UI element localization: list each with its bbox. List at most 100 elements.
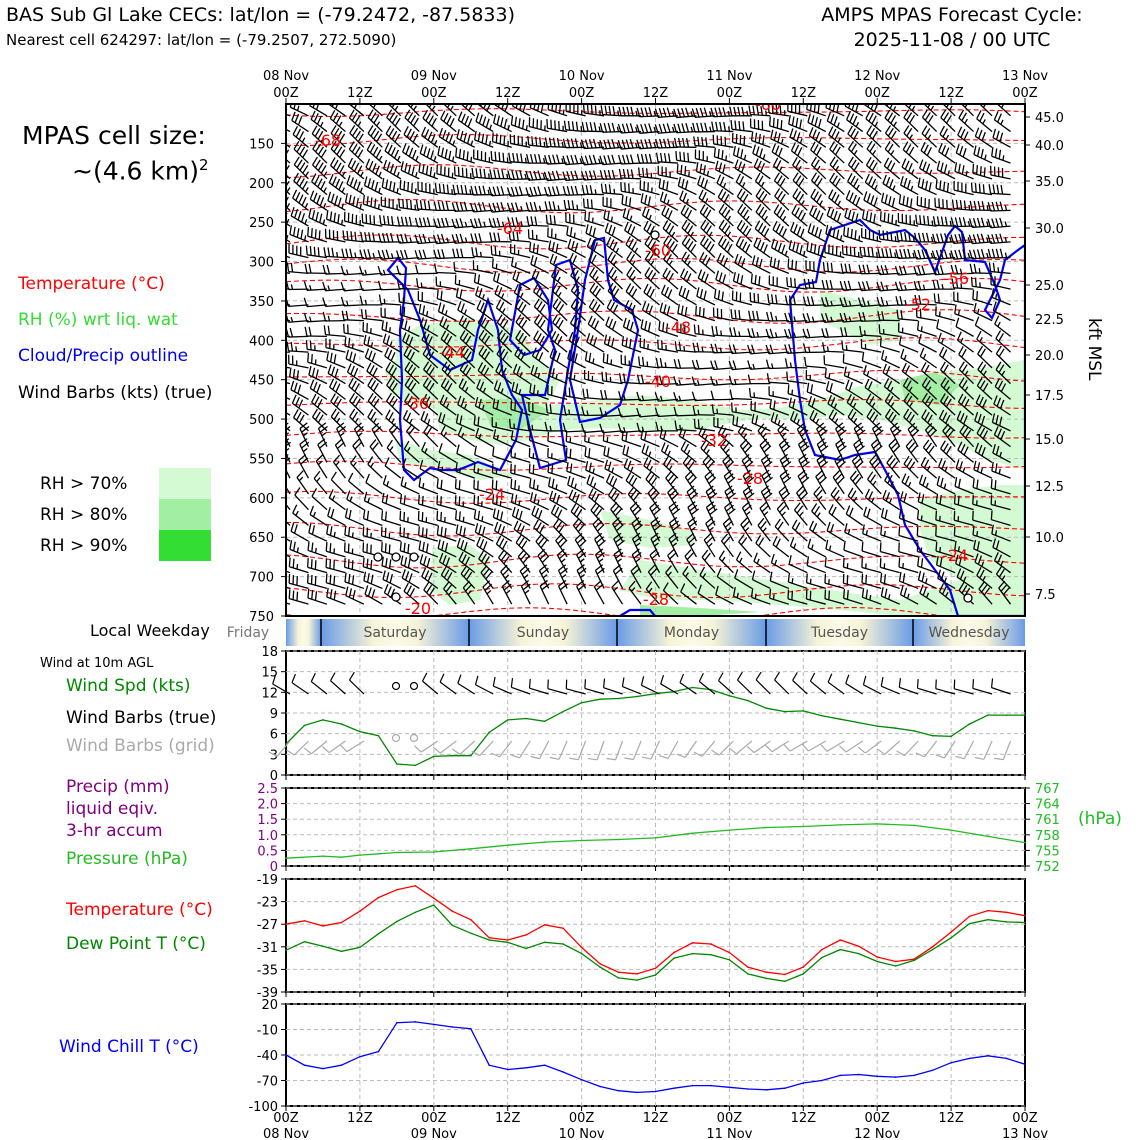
wind-barb xyxy=(866,132,882,148)
wind-barb xyxy=(636,124,641,134)
wind-barb xyxy=(705,449,710,455)
wind-barb xyxy=(568,252,574,262)
wind-barb xyxy=(407,164,412,174)
wind-barb xyxy=(296,159,303,168)
wind-barb xyxy=(452,140,456,146)
wind-barb xyxy=(731,382,752,386)
wind-barb xyxy=(394,133,401,143)
wind-barb xyxy=(704,434,709,440)
wind-barb xyxy=(751,255,756,265)
wind-barb xyxy=(954,264,959,275)
wind-barb xyxy=(425,380,432,389)
wind-barb xyxy=(320,165,327,174)
wind-barb xyxy=(916,223,937,227)
wind-barb xyxy=(625,472,632,481)
wind-barb xyxy=(621,177,642,180)
wind-barb xyxy=(493,380,498,390)
wind-barb xyxy=(901,473,907,483)
wind-barb xyxy=(386,400,402,416)
wind-barb xyxy=(850,143,857,153)
wind-barb xyxy=(625,446,630,456)
wind-barb xyxy=(315,454,324,462)
wind-barb xyxy=(908,146,915,156)
wind-barb xyxy=(953,256,974,260)
wind-barb xyxy=(884,109,891,119)
wind-barb xyxy=(650,568,658,576)
wind-barb xyxy=(939,547,942,553)
wind-barb xyxy=(405,571,410,581)
wind-barb xyxy=(602,205,623,211)
wind-barb xyxy=(880,507,885,518)
wind-barb xyxy=(643,283,649,293)
wind-barb xyxy=(968,218,973,228)
wind-barb xyxy=(296,105,300,111)
wind-barb xyxy=(424,129,430,139)
wind-barb xyxy=(788,248,808,259)
wind-barb xyxy=(669,516,678,524)
wind-barb xyxy=(690,231,694,237)
wind-barb xyxy=(725,448,730,454)
wind-barb xyxy=(441,414,446,424)
wind-barb xyxy=(935,224,956,227)
wind-barb xyxy=(797,475,808,495)
wind-barb xyxy=(788,123,808,133)
wind-barb xyxy=(297,211,302,221)
wind-barb xyxy=(806,378,826,385)
wind-barb xyxy=(990,192,1011,196)
wind-barb xyxy=(317,247,320,257)
wind-barb xyxy=(769,407,790,416)
wind-barb xyxy=(865,156,872,166)
wind-barb xyxy=(408,147,414,157)
wind-barb xyxy=(973,311,993,322)
wind-barb xyxy=(916,256,937,260)
wind-barb xyxy=(725,155,728,161)
wind-barb xyxy=(565,208,586,211)
wind-barb xyxy=(400,161,404,171)
wind-barb xyxy=(399,272,420,276)
wind-barb xyxy=(396,279,400,289)
wind-barb xyxy=(463,403,467,410)
wind-barb xyxy=(700,122,704,132)
wind-barb xyxy=(473,462,476,473)
wind-barb xyxy=(642,309,660,322)
wind-barb xyxy=(791,259,794,269)
wind-barb xyxy=(629,253,636,263)
wind-barb xyxy=(658,174,679,180)
wind-barb xyxy=(277,524,280,533)
wind-barb xyxy=(941,145,947,155)
wind-barb xyxy=(650,272,657,282)
wind-barb xyxy=(355,426,364,434)
wind-barb xyxy=(433,156,437,162)
wind-barb xyxy=(755,188,762,197)
wind-barb xyxy=(653,524,662,531)
wind-barb xyxy=(776,118,779,129)
wind-barb xyxy=(935,519,956,527)
wind-barb xyxy=(662,322,665,332)
wind-barb xyxy=(873,213,876,224)
wind-barb xyxy=(589,267,596,276)
wind-barb xyxy=(341,310,345,320)
wind-barb xyxy=(703,533,712,541)
wind-barb xyxy=(317,178,323,188)
wind-barb xyxy=(458,559,476,574)
wind-barb xyxy=(517,556,531,574)
wind-barb xyxy=(289,327,294,338)
wind-barb xyxy=(496,115,500,125)
wind-barb xyxy=(385,321,388,331)
wind-barb xyxy=(688,536,697,544)
wind-barb xyxy=(618,106,622,116)
wind-barb xyxy=(612,517,620,525)
wind-barb xyxy=(772,544,790,558)
wind-barb xyxy=(437,547,457,558)
wind-barb xyxy=(418,486,439,495)
wind-barb xyxy=(599,139,604,150)
wind-barb xyxy=(604,468,623,479)
wind-barb xyxy=(939,265,944,275)
wind-barb xyxy=(850,128,856,137)
wind-barb xyxy=(861,347,882,353)
wind-barb xyxy=(871,162,878,172)
wind-barb xyxy=(906,197,909,207)
wind-barb xyxy=(312,192,318,202)
wind-barb xyxy=(424,448,428,454)
wind-barb xyxy=(955,459,960,469)
